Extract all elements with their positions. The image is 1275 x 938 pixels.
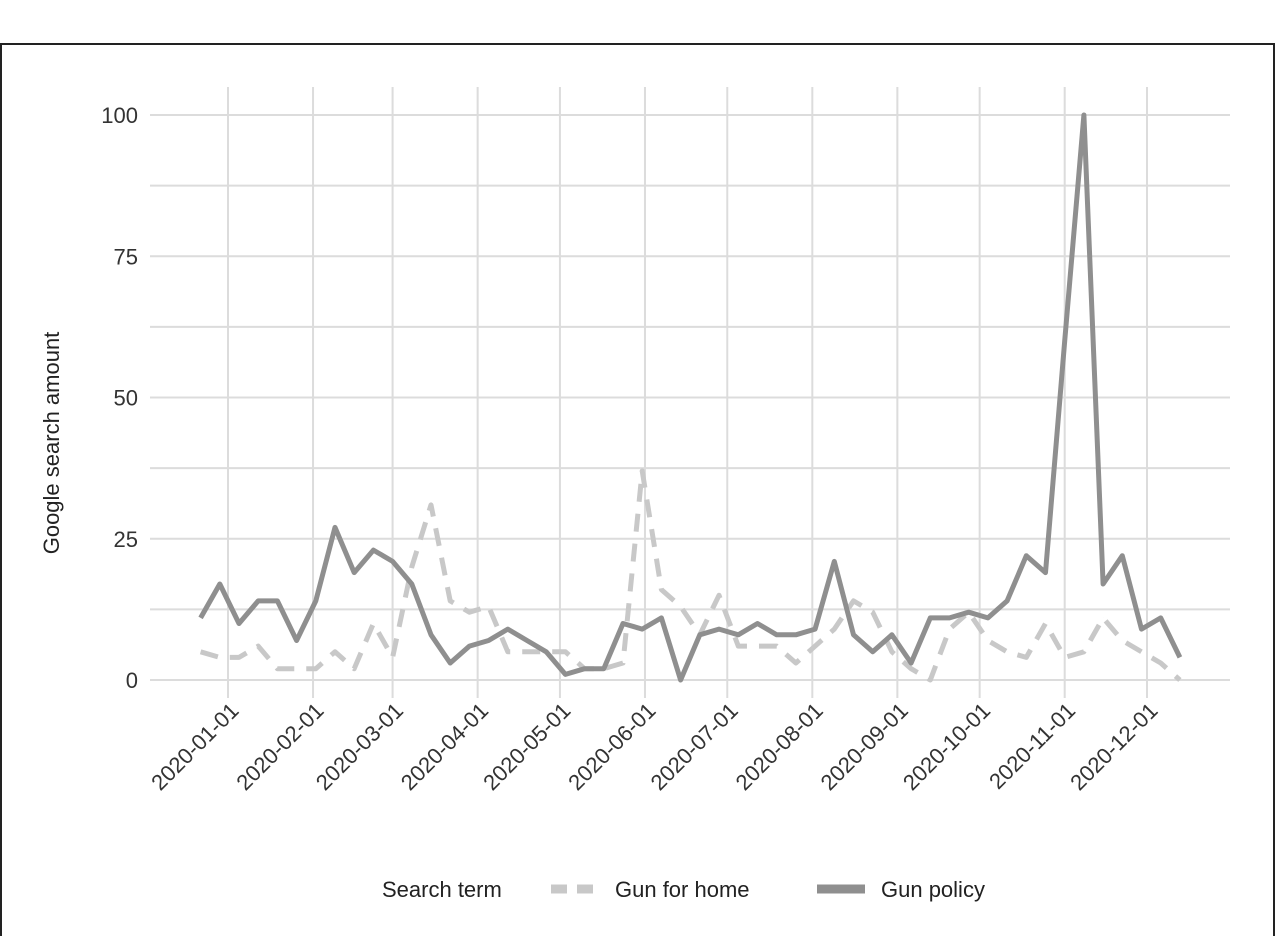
series-lines [198, 112, 1183, 683]
x-tick-label: 2020-10-01 [898, 698, 995, 795]
y-tick-label: 0 [126, 668, 138, 693]
y-tick-labels: 0 25 50 75 100 [101, 103, 138, 693]
grid-lines [150, 87, 1230, 698]
y-tick-label: 50 [114, 386, 138, 411]
x-tick-label: 2020-08-01 [731, 698, 828, 795]
legend-label: Gun policy [881, 877, 985, 902]
chart-frame: 0 25 50 75 100 2020-01-01 2020-02-01 2020-03-0… [0, 43, 1275, 936]
y-axis-title: Google search amount [39, 332, 64, 555]
y-tick-label: 25 [114, 527, 138, 552]
legend-title: Search term [382, 877, 502, 902]
legend: Search term Gun for home Gun policy [382, 877, 985, 902]
x-tick-label: 2020-04-01 [396, 698, 493, 795]
series-line-gun-for-home [199, 468, 1182, 683]
y-tick-label: 100 [101, 103, 138, 128]
x-tick-label: 2020-11-01 [984, 698, 1080, 794]
x-tick-label: 2020-07-01 [646, 698, 743, 795]
x-tick-label: 2020-05-01 [478, 698, 575, 795]
x-tick-label: 2020-01-01 [146, 698, 243, 795]
x-tick-label: 2020-09-01 [816, 698, 913, 795]
line-chart: 0 25 50 75 100 2020-01-012020-02-012020-03-0… [39, 87, 1230, 902]
series-line-gun-policy [198, 112, 1183, 683]
y-tick-label: 75 [114, 244, 138, 269]
x-tick-label: 2020-12-01 [1065, 698, 1162, 795]
x-tick-labels: 2020-01-012020-02-012020-03-012020-04-01… [146, 698, 1162, 795]
x-tick-label: 2020-06-01 [563, 698, 660, 795]
legend-label: Gun for home [615, 877, 750, 902]
